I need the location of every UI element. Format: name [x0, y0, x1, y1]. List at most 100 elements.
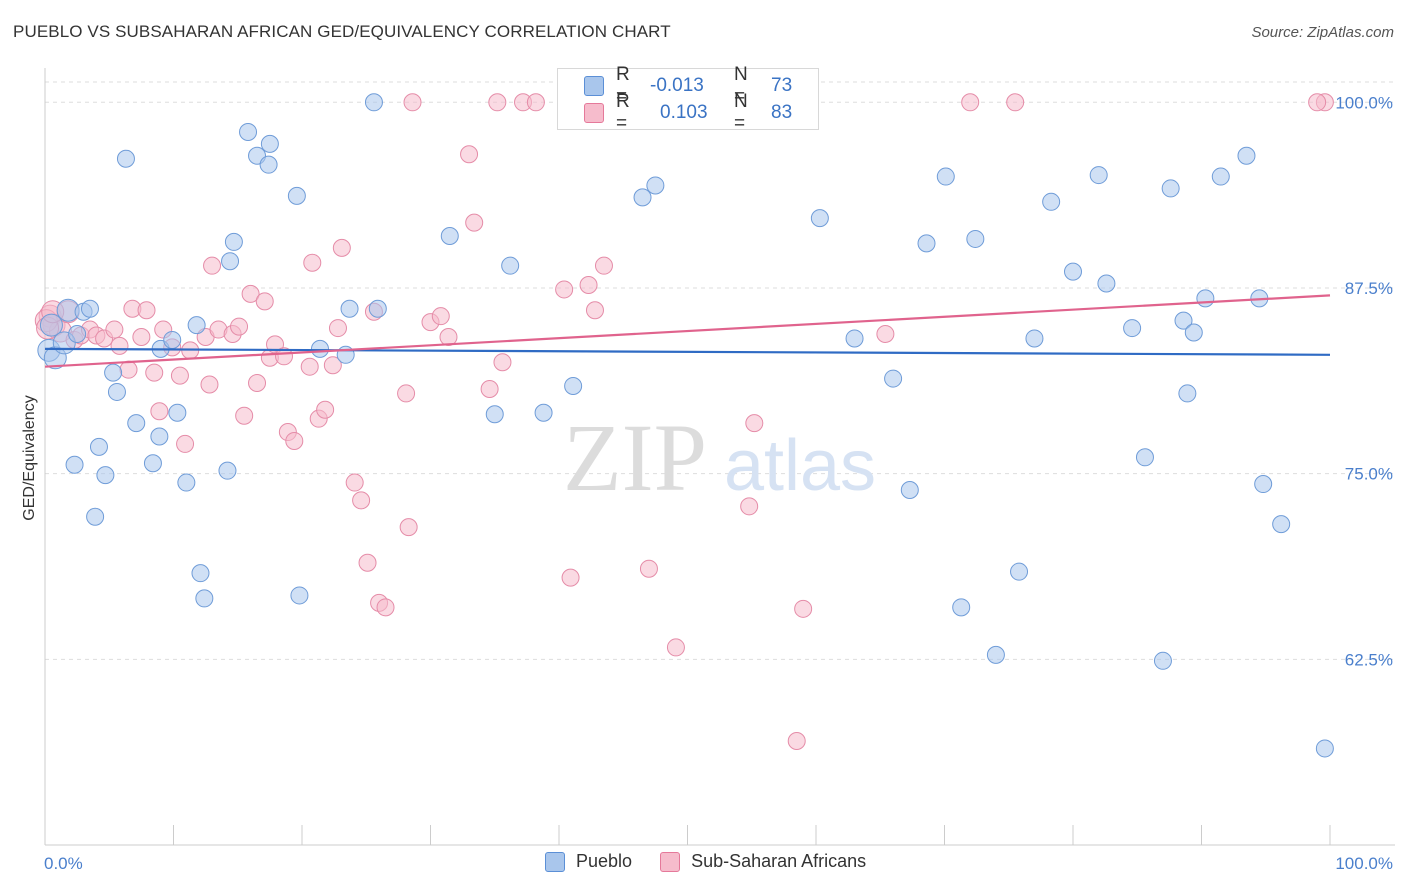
pueblo-point: [1097, 274, 1116, 293]
pueblo-point: [116, 149, 135, 168]
chart-title: PUEBLO VS SUBSAHARAN AFRICAN GED/EQUIVAL…: [13, 22, 671, 41]
subsaharan-point: [345, 473, 364, 492]
subsaharan-swatch: [584, 103, 604, 123]
pueblo-points: [37, 93, 1334, 758]
pueblo-point: [1010, 562, 1029, 581]
subsaharan-point: [176, 434, 195, 453]
pueblo-point: [86, 507, 105, 526]
pueblo-point: [290, 586, 309, 605]
pueblo-point: [1184, 323, 1203, 342]
source-credit: Source: ZipAtlas.com: [1251, 24, 1394, 41]
pueblo-point: [936, 167, 955, 186]
subsaharan-point: [332, 238, 351, 257]
pueblo-point: [884, 369, 903, 388]
pueblo-point: [986, 645, 1005, 664]
subsaharan-point: [352, 491, 371, 510]
subsaharan-point: [526, 93, 545, 112]
pueblo-point: [900, 480, 919, 499]
subsaharan-point: [431, 307, 450, 326]
pueblo-point: [646, 176, 665, 195]
legend-label-subsaharan: Sub-Saharan Africans: [691, 851, 867, 871]
subsaharan-point: [200, 375, 219, 394]
pueblo-point: [440, 226, 459, 245]
pueblo-point: [127, 414, 146, 433]
subsaharan-point: [105, 320, 124, 339]
subsaharan-point: [328, 319, 347, 338]
pueblo-point: [1254, 475, 1273, 494]
pueblo-point: [1135, 448, 1154, 467]
subsaharan-point: [403, 93, 422, 112]
pueblo-point: [163, 330, 182, 349]
subsaharan-point: [255, 292, 274, 311]
pueblo-legend-swatch: [545, 851, 565, 872]
n-label: N =: [734, 64, 748, 107]
pueblo-point: [195, 589, 214, 608]
pueblo-point: [368, 299, 387, 318]
subsaharan-point: [150, 402, 169, 421]
pueblo-point: [1237, 146, 1256, 165]
pueblo-point: [259, 155, 278, 174]
pueblo-point: [310, 339, 329, 358]
pueblo-point: [191, 564, 210, 583]
subsaharan-point: [460, 145, 479, 164]
watermark-zip: ZIP: [563, 404, 707, 511]
subsaharan-point: [639, 559, 658, 578]
trend-lines: [44, 294, 1331, 368]
subsaharan-point: [285, 431, 304, 450]
pueblo-point: [221, 252, 240, 271]
subsaharan-point: [358, 553, 377, 572]
subsaharan-point: [488, 93, 507, 112]
pueblo-point: [177, 473, 196, 492]
legend-item-pueblo[interactable]: Pueblo: [545, 851, 632, 872]
pueblo-point: [80, 299, 99, 318]
pueblo-swatch: [584, 76, 604, 96]
n-value-pueblo: 73: [771, 75, 793, 96]
subsaharan-point: [235, 406, 254, 425]
pueblo-point: [224, 232, 243, 251]
pueblo-point: [966, 229, 985, 248]
pueblo-point: [104, 363, 123, 382]
subsaharan-point: [439, 327, 458, 346]
stats-legend: R = -0.013 N = 73 R = 0.103 N = 83: [557, 64, 819, 134]
n-label: N =: [734, 91, 748, 134]
pueblo-point: [845, 329, 864, 348]
pueblo-point: [917, 234, 936, 253]
pueblo-point: [1161, 179, 1180, 198]
n-value-subsaharan: 83: [771, 102, 793, 123]
pueblo-point: [1123, 319, 1142, 338]
pueblo-point: [89, 437, 108, 456]
subsaharan-point: [745, 414, 764, 433]
pueblo-trend-line: [44, 347, 1331, 356]
pueblo-point: [534, 403, 553, 422]
pueblo-point: [1272, 515, 1291, 534]
series-legend: Pueblo Sub-Saharan Africans: [545, 851, 894, 872]
legend-item-subsaharan[interactable]: Sub-Saharan Africans: [660, 851, 866, 872]
data-points: [34, 93, 1334, 758]
subsaharan-point: [794, 599, 813, 618]
pueblo-point: [39, 313, 63, 337]
legend-label-pueblo: Pueblo: [576, 851, 633, 871]
subsaharan-point: [119, 360, 138, 379]
subsaharan-point: [303, 253, 322, 272]
subsaharan-point: [203, 256, 222, 275]
pueblo-point: [1042, 192, 1061, 211]
watermark-atlas: atlas: [724, 426, 876, 506]
pueblo-point: [1153, 651, 1172, 670]
pueblo-point: [1211, 167, 1230, 186]
pueblo-point: [633, 188, 652, 207]
pueblo-point: [150, 427, 169, 446]
subsaharan-point: [170, 366, 189, 385]
pueblo-point: [1196, 289, 1215, 308]
subsaharan-point: [376, 598, 395, 617]
pueblo-point: [1174, 311, 1193, 330]
subsaharan-point: [579, 275, 598, 294]
subsaharan-point: [787, 732, 806, 751]
y-tick-label: 100.0%: [1335, 93, 1393, 112]
subsaharan-point: [480, 379, 499, 398]
subsaharan-point: [300, 357, 319, 376]
subsaharan-point: [132, 327, 151, 346]
watermark: ZIP atlas: [563, 404, 876, 511]
x-tick-label-min: 0.0%: [44, 854, 83, 873]
pueblo-point: [143, 454, 162, 473]
